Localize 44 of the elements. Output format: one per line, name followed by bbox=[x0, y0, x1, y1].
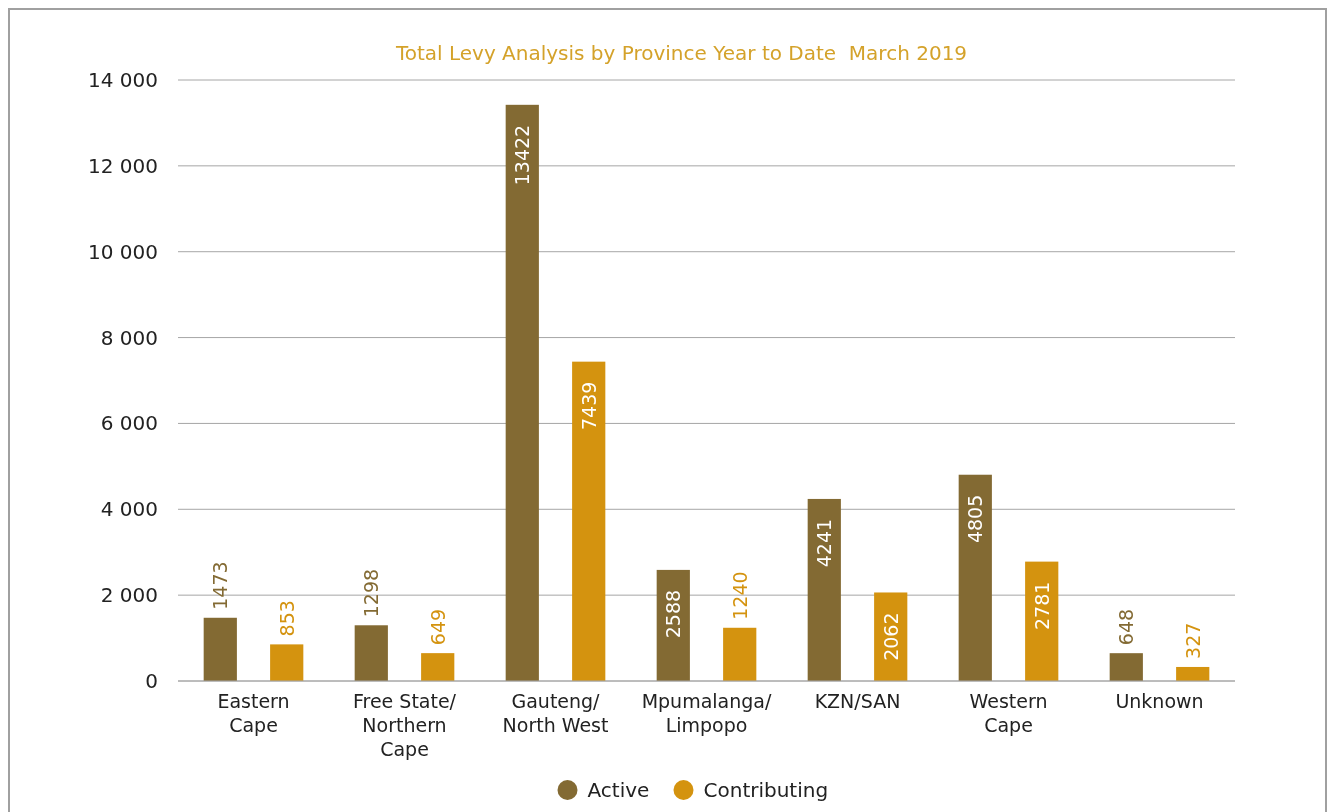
data-label: 4805 bbox=[964, 494, 987, 544]
bar bbox=[958, 474, 992, 681]
data-label: 648 bbox=[1115, 608, 1138, 646]
bar bbox=[421, 653, 455, 681]
data-label: 13422 bbox=[511, 124, 534, 186]
data-label: 2062 bbox=[879, 612, 902, 661]
x-tick-label: Gauteng/ North West bbox=[502, 690, 609, 736]
data-label: 327 bbox=[1181, 622, 1204, 659]
data-label: 853 bbox=[275, 600, 298, 637]
bar bbox=[572, 361, 606, 681]
x-tick-label: KZN/SAN bbox=[814, 690, 901, 712]
y-tick-label: 2 000 bbox=[100, 583, 158, 608]
data-label: 1473 bbox=[209, 561, 232, 610]
x-tick-label: Eastern Cape bbox=[217, 690, 290, 736]
bar bbox=[1176, 666, 1210, 681]
data-label: 7439 bbox=[577, 381, 600, 431]
y-tick-label: 8 000 bbox=[100, 325, 158, 350]
x-tick-label: Western Cape bbox=[969, 690, 1048, 736]
bar bbox=[1109, 653, 1143, 681]
bar bbox=[203, 617, 237, 681]
legend-label: Contributing bbox=[703, 778, 829, 802]
x-tick-label: Mpumalanga/ Limpopo bbox=[641, 690, 772, 736]
data-label: 2781 bbox=[1030, 581, 1053, 630]
bar bbox=[1025, 561, 1059, 681]
bar bbox=[505, 104, 539, 681]
chart-title: Total Levy Analysis by Province Year to Date March 2019 bbox=[394, 41, 968, 65]
y-tick-label: 6 000 bbox=[100, 411, 158, 436]
y-tick-label: 0 bbox=[145, 669, 158, 693]
bar bbox=[807, 498, 841, 681]
data-label: 1298 bbox=[360, 568, 383, 618]
y-tick-label: 10 000 bbox=[88, 239, 158, 264]
data-label: 4241 bbox=[813, 518, 836, 568]
x-tick-label: Unknown bbox=[1115, 690, 1204, 712]
y-tick-label: 4 000 bbox=[100, 497, 158, 522]
legend-label: Active bbox=[587, 778, 650, 802]
data-label: 1240 bbox=[728, 571, 751, 620]
data-label: 649 bbox=[426, 608, 449, 646]
x-tick-label: Free State/ Northern Cape bbox=[352, 690, 457, 760]
bar bbox=[723, 627, 757, 681]
y-tick-label: 14 000 bbox=[88, 68, 158, 92]
y-tick-label: 12 000 bbox=[88, 153, 158, 178]
bar bbox=[270, 644, 304, 681]
data-label: 2588 bbox=[662, 589, 685, 639]
bar bbox=[354, 625, 388, 681]
